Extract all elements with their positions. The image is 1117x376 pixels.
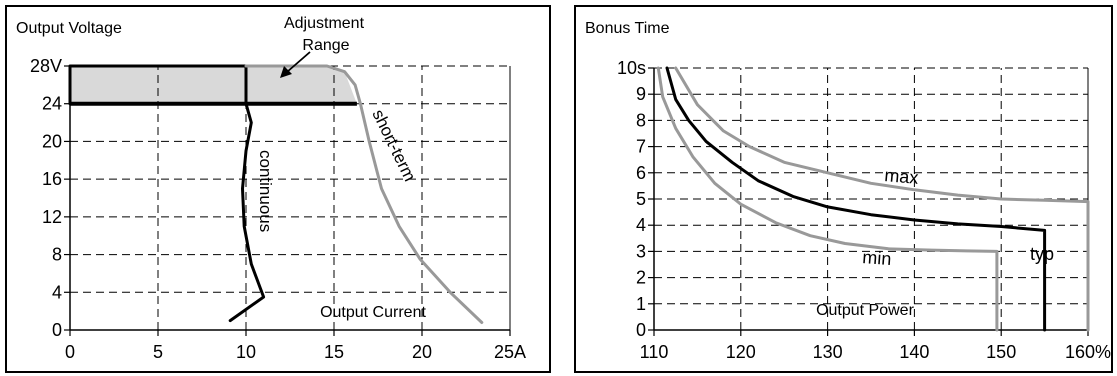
- chart-output-voltage: Output Voltage Adjustment Range 0 5 10 15 20…: [5, 5, 551, 373]
- x-tick-label: 20: [412, 342, 432, 362]
- adjustment-arrow: [286, 51, 311, 73]
- y-tick-label: 0: [636, 320, 646, 340]
- y-tick-label: 28V: [30, 56, 62, 76]
- series-label-typ: typ: [1030, 244, 1054, 264]
- series-line-min: [656, 66, 999, 332]
- y-tick-label: 5: [636, 189, 646, 209]
- grid: [64, 65, 511, 336]
- y-tick-label: 12: [42, 207, 62, 227]
- x-tick-label: 0: [65, 342, 75, 362]
- chart-frame: [574, 5, 1113, 373]
- chart-title: Output Voltage: [16, 20, 122, 37]
- series-line-typ: [665, 66, 1047, 332]
- adjustment-arrowhead: [280, 66, 292, 78]
- series-line-short-term: [244, 64, 484, 324]
- x-tick-label: 150: [986, 342, 1016, 362]
- y-tick-label: 1: [636, 294, 646, 314]
- series-line-max: [674, 66, 1090, 332]
- x-tick-label: 5: [153, 342, 163, 362]
- x-axis-label: Output Power: [816, 302, 915, 319]
- series-label-min: min: [862, 247, 892, 269]
- x-axis-label: Output Current: [320, 304, 426, 321]
- annotation-line-2: Range: [302, 37, 349, 54]
- x-tick-label: 140: [899, 342, 929, 362]
- series-group: [68, 64, 484, 324]
- y-tick-label: 7: [636, 137, 646, 157]
- y-tick-label: 4: [52, 282, 62, 302]
- y-tick-label: 8: [52, 245, 62, 265]
- y-tick-label: 20: [42, 131, 62, 151]
- y-tick-label: 24: [42, 94, 62, 114]
- y-tick-label: 3: [636, 241, 646, 261]
- tick-labels: 110 120 130 140 150 160% 0 1 2 3 4 5 6 7 8 9 10s: [617, 58, 1111, 362]
- y-tick-label: 6: [636, 163, 646, 183]
- y-tick-label: 10s: [617, 58, 646, 78]
- chart-frame: [5, 5, 551, 373]
- series-label-max: max: [884, 165, 920, 188]
- x-tick-label: 130: [813, 342, 843, 362]
- x-tick-label: 110: [640, 342, 669, 362]
- series-label-continuous: continuous: [256, 150, 275, 232]
- x-tick-label: 15: [324, 342, 344, 362]
- adjustment-range-area: [70, 66, 357, 104]
- y-tick-label: 2: [636, 268, 646, 288]
- chart-title: Bonus Time: [585, 20, 670, 37]
- y-tick-label: 9: [636, 84, 646, 104]
- grid: [648, 67, 1089, 336]
- y-tick-label: 0: [52, 320, 62, 340]
- y-tick-label: 8: [636, 110, 646, 130]
- x-tick-label: 25A: [494, 342, 526, 362]
- annotation-line-1: Adjustment: [284, 15, 365, 32]
- series-group: [656, 66, 1090, 332]
- x-tick-label: 10: [236, 342, 256, 362]
- x-tick-label: 160%: [1065, 342, 1111, 362]
- x-tick-label: 120: [726, 342, 756, 362]
- tick-labels: 0 5 10 15 20 25A 0 4 8 12 16 20 24 28V: [30, 56, 526, 362]
- y-tick-label: 16: [42, 169, 62, 189]
- y-tick-label: 4: [636, 215, 646, 235]
- chart-bonus-time: Bonus Time 110 120 130 140 150 160% 0 1 2 3 4 5 6 7 8 9…: [574, 5, 1113, 373]
